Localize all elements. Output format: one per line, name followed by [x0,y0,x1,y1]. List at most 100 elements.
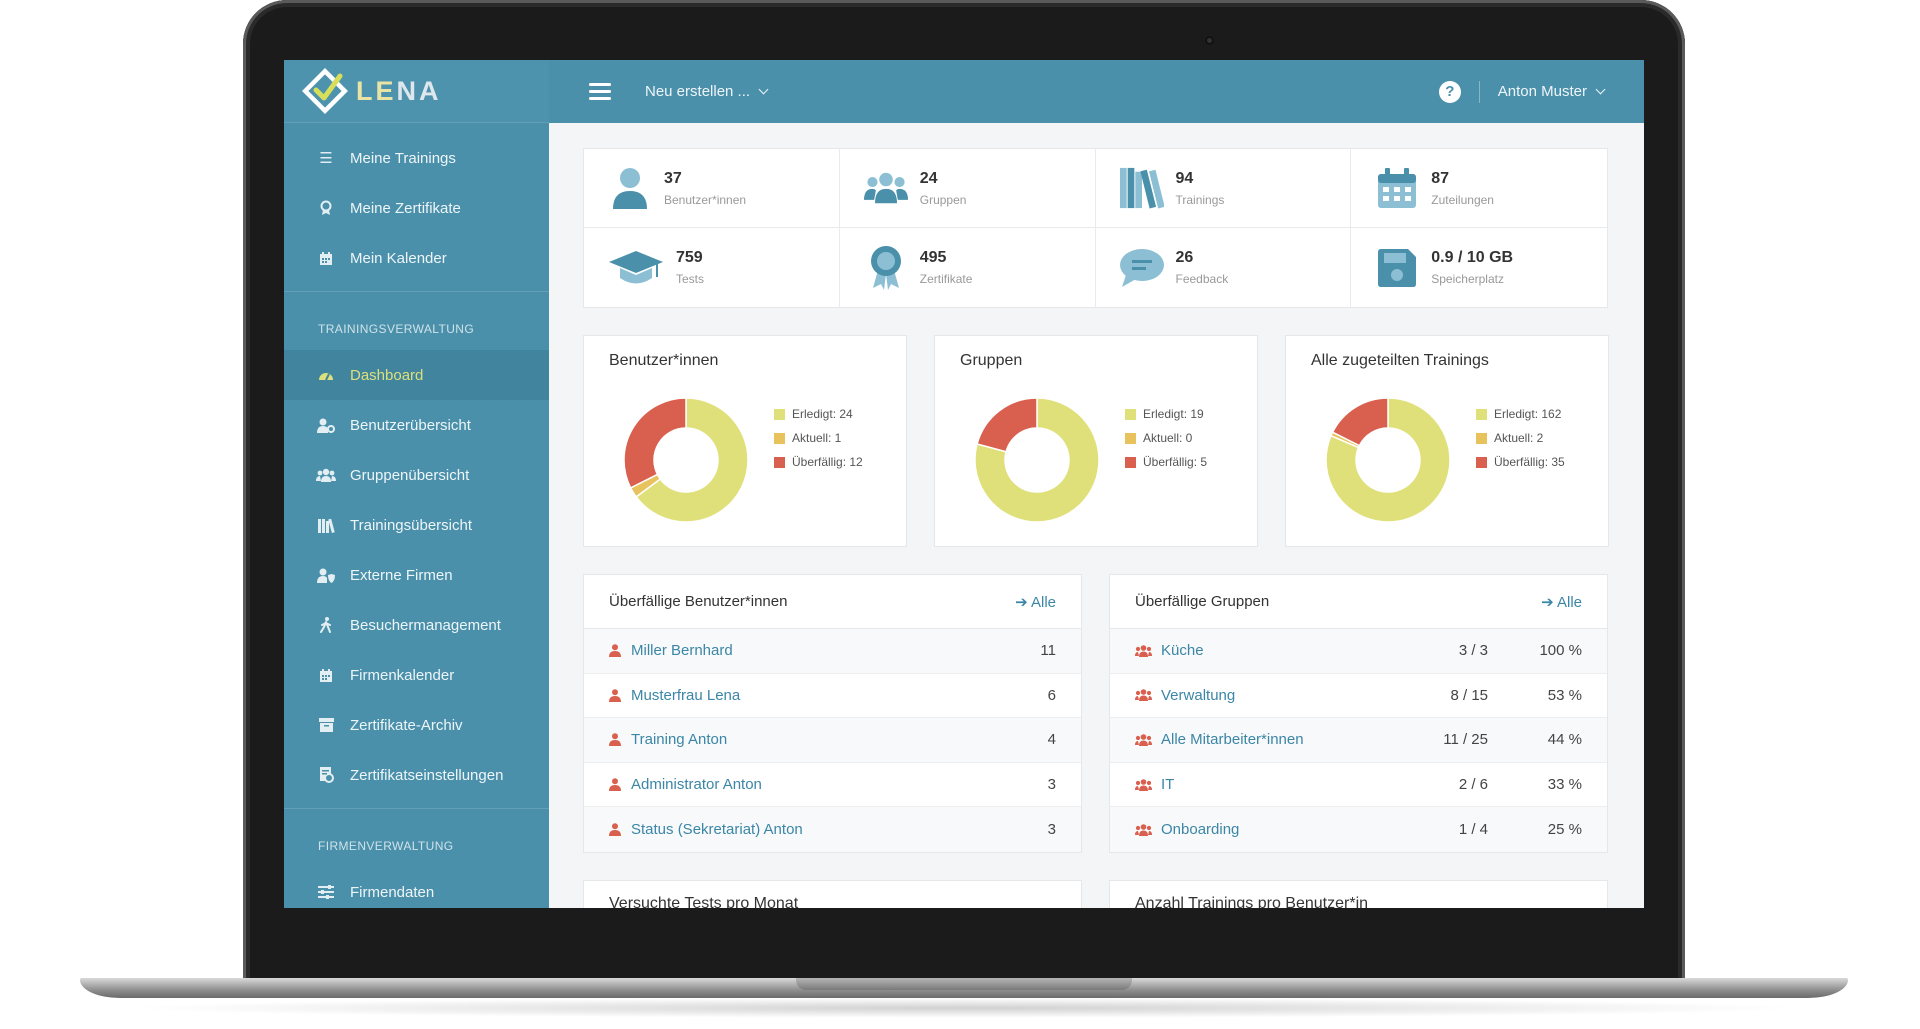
stat-feedback[interactable]: 26 Feedback [1096,228,1352,307]
training-nav: Dashboard Benutzerübersicht Gruppenübers… [284,350,549,800]
award-icon [316,199,336,217]
table-row[interactable]: Verwaltung 8 / 15 53 % [1110,674,1607,719]
group-name-link[interactable]: Alle Mitarbeiter*innen [1161,731,1304,749]
sidebar-item-firmendaten[interactable]: Firmendaten [284,867,549,908]
stat-label: Zuteilungen [1431,192,1494,207]
user-icon [609,823,623,837]
group-name-link[interactable]: Verwaltung [1161,686,1236,704]
user-name-link[interactable]: Miller Bernhard [631,642,733,660]
stat-benutzer[interactable]: 37 Benutzer*innen [584,149,840,228]
stat-zertifikate[interactable]: 495 Zertifikate [840,228,1096,307]
user-name-link[interactable]: Musterfrau Lena [631,686,741,704]
sidebar-item-mein-kalender[interactable]: Mein Kalender [284,233,549,283]
user-name-link[interactable]: Training Anton [631,731,728,749]
slice-ueberfaellig[interactable] [976,397,1038,453]
stat-value: 495 [919,249,947,266]
table-row[interactable]: Training Anton 4 [584,718,1081,763]
table-row[interactable]: Administrator Anton 3 [584,763,1081,808]
brand[interactable]: LENA [284,60,549,123]
overdue-percent: 44 % [1547,731,1582,749]
user-icon [609,689,623,702]
stat-gruppen[interactable]: 24 Gruppen [839,149,1096,228]
group-name-link[interactable]: IT [1161,776,1175,794]
users-icon [1135,778,1153,791]
new-create-label: Neu erstellen ... [645,83,751,100]
sidebar-item-label: Mein Kalender [350,249,447,267]
sidebar-item-dashboard[interactable]: Dashboard [284,350,549,400]
sidebar-item-label: Benutzerübersicht [350,416,471,434]
sidebar-item-besuchermanagement[interactable]: Besuchermanagement [284,600,549,650]
sidebar-item-firmenkalender[interactable]: Firmenkalender [284,650,549,700]
overdue-count: 6 [1047,686,1056,704]
group-name-link[interactable]: Küche [1161,642,1204,660]
slice-ueberfaellig[interactable] [1331,397,1389,447]
group-name-link[interactable]: Onboarding [1161,821,1240,839]
all-users-link[interactable]: ➔ Alle [1015,593,1056,611]
legend-item-aktuell: Aktuell: 1 [774,426,863,450]
table-row[interactable]: Musterfrau Lena 6 [584,674,1081,719]
users-icon [863,166,908,210]
sidebar-item-meine-zertifikate[interactable]: Meine Zertifikate [284,183,549,233]
sidebar-item-gruppenuebersicht[interactable]: Gruppenübersicht [284,450,549,500]
table-row[interactable]: IT 2 / 6 33 % [1110,763,1607,808]
sidebar-item-benutzeruebersicht[interactable]: Benutzerübersicht [284,400,549,450]
table-row[interactable]: Miller Bernhard 11 [584,629,1081,674]
chart-legend: Erledigt: 162 Aktuell: 2 Überfällig: 35 [1476,402,1565,474]
stat-value: 37 [664,169,682,187]
new-create-dropdown[interactable]: Neu erstellen ... [645,83,769,100]
overdue-ratio: 1 / 4 [1458,821,1488,839]
slice-ueberfaellig[interactable] [623,397,687,489]
table-row[interactable]: Küche 3 / 3 100 % [1110,629,1607,674]
table-row[interactable]: Alle Mitarbeiter*innen 11 / 25 44 % [1110,718,1607,763]
sidebar-item-zertifikate-archiv[interactable]: Zertifikate-Archiv [284,700,549,750]
company-nav: Firmendaten [284,867,549,908]
sidebar-item-externe-firmen[interactable]: Externe Firmen [284,550,549,600]
hamburger-menu-icon[interactable] [589,83,611,100]
help-icon[interactable]: ? [1438,80,1461,103]
slice-erledigt[interactable] [635,397,749,523]
overdue-percent: 100 % [1539,642,1582,660]
certificate-settings-icon [316,766,336,784]
calendar-icon [316,249,336,267]
screen-bezel [251,908,1677,944]
logo-icon [302,68,348,114]
table-row[interactable]: Status (Sekretariat) Anton 3 [584,807,1081,852]
overdue-percent: 33 % [1547,776,1582,794]
all-groups-link[interactable]: ➔ Alle [1541,593,1582,611]
stat-label: Speicherplatz [1431,272,1504,286]
legend-item-erledigt: Erledigt: 162 [1476,402,1565,426]
chart-legend: Erledigt: 19 Aktuell: 0 Überfällig: 5 [1125,402,1207,474]
slice-erledigt[interactable] [974,397,1100,523]
user-name-link[interactable]: Status (Sekretariat) Anton [631,821,803,839]
stat-speicherplatz[interactable]: 0.9 / 10 GB Speicherplatz [1351,228,1607,307]
chart-card-gruppen: Gruppen Erledigt: 19 Aktuell: 0 Überfäll… [934,335,1258,547]
arrow-right-icon: ➔ [1015,593,1031,611]
sidebar: LENA ☰ Meine Trainings Meine Zertifikate… [284,60,549,908]
stat-trainings[interactable]: 94 Trainings [1095,149,1352,228]
overdue-percent: 53 % [1547,686,1582,704]
overdue-count: 4 [1047,731,1056,749]
stat-value: 26 [1175,249,1194,266]
sidebar-item-meine-trainings[interactable]: ☰ Meine Trainings [284,133,549,183]
legend-item-ueberfaellig: Überfällig: 12 [774,450,863,474]
user-icon [609,644,623,658]
stat-zuteilungen[interactable]: 87 Zuteilungen [1351,149,1607,228]
list-icon: ☰ [319,150,333,167]
card-header: Überfällige Gruppen ➔ Alle [1110,575,1607,629]
user-menu[interactable]: Anton Muster [1498,83,1606,100]
award-icon [864,245,908,290]
slice-erledigt[interactable] [1325,397,1451,523]
topbar: Neu erstellen ... ? Anton Muster [549,60,1644,123]
sliders-icon [316,883,336,901]
sidebar-item-trainingsuebersicht[interactable]: Trainingsübersicht [284,500,549,550]
legend-item-aktuell: Aktuell: 0 [1125,426,1207,450]
card-title: Überfällige Benutzer*innen [609,593,788,610]
stat-tests[interactable]: 759 Tests [584,228,840,307]
table-row[interactable]: Onboarding 1 / 4 25 % [1110,807,1607,852]
stat-value: 759 [676,249,703,266]
books-icon [1119,166,1164,210]
user-name-link[interactable]: Administrator Anton [631,776,762,794]
divider [284,291,549,292]
sidebar-item-zertifikatseinstellungen[interactable]: Zertifikatseinstellungen [284,750,549,800]
personal-nav: ☰ Meine Trainings Meine Zertifikate Mein… [284,133,549,283]
